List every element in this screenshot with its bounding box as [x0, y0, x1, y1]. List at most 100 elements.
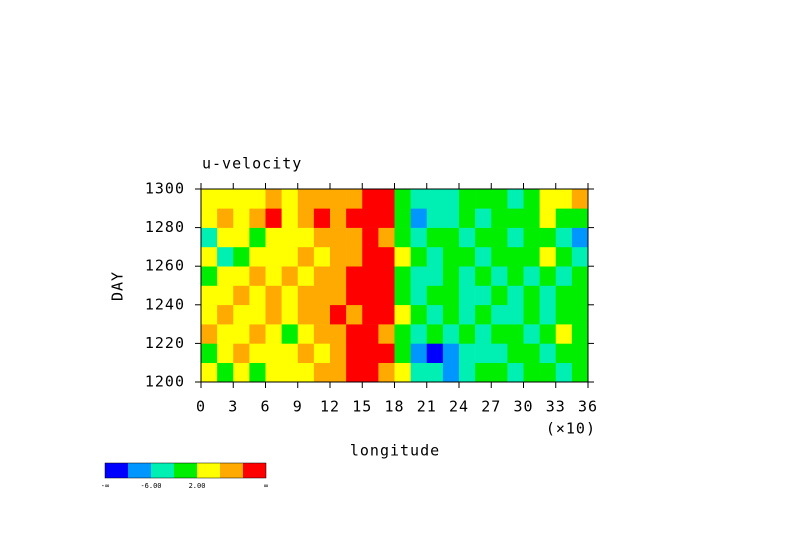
contour-cell [426, 324, 444, 344]
contour-cell [330, 189, 347, 209]
contour-cell [394, 285, 411, 306]
contour-cell [201, 343, 218, 363]
contour-cell [426, 285, 444, 306]
contour-cell [265, 208, 282, 228]
contour-cell [410, 343, 428, 363]
contour-cell [249, 227, 266, 248]
contour-cell [281, 304, 299, 325]
contour-cell [426, 266, 444, 286]
chart-title: u-velocity [202, 155, 302, 173]
contour-cell [394, 227, 411, 248]
contour-cell [442, 246, 460, 267]
contour-cell [330, 343, 347, 363]
contour-cell [539, 266, 557, 286]
contour-cell [281, 246, 299, 267]
contour-cell [491, 189, 508, 209]
contour-cell [297, 266, 315, 286]
contour-cell [459, 285, 476, 306]
contour-cell [313, 285, 331, 306]
contour-cell [475, 304, 492, 325]
contour-cell [442, 304, 460, 325]
contour-cell [201, 304, 218, 325]
contour-cell [313, 189, 331, 209]
contour-cell [201, 362, 218, 383]
contour-cell [281, 266, 299, 286]
contour-cell [201, 208, 218, 228]
contour-cell [523, 304, 540, 325]
contour-cell [217, 362, 234, 383]
y-tick-label: 1300 [145, 180, 185, 198]
contour-cell [394, 304, 411, 325]
colorbar-box [174, 463, 197, 478]
contour-cell [507, 266, 524, 286]
contour-cell [394, 266, 411, 286]
contour-cell [491, 324, 508, 344]
contour-cell [475, 266, 492, 286]
contour-cell [313, 246, 331, 267]
contour-cell [523, 227, 540, 248]
x-tick-label: 21 [417, 398, 437, 416]
contour-cell [217, 227, 234, 248]
contour-cell [571, 324, 589, 344]
contour-cell [217, 208, 234, 228]
contour-cell [571, 343, 589, 363]
contour-cell [233, 343, 250, 363]
contour-cell [281, 324, 299, 344]
contour-cell [555, 208, 573, 228]
contour-cell [539, 246, 557, 267]
contour-cell [313, 343, 331, 363]
contour-cell [475, 189, 492, 209]
x-tick-label: 24 [449, 398, 469, 416]
contour-cell [217, 246, 234, 267]
contour-cell [523, 189, 540, 209]
contour-cell [442, 343, 460, 363]
contour-cell [507, 246, 524, 267]
contour-cell [459, 304, 476, 325]
contour-cell [201, 246, 218, 267]
x-tick-label: 27 [481, 398, 501, 416]
contour-cell [233, 189, 250, 209]
contour-cell [346, 324, 363, 344]
contour-cell [233, 227, 250, 248]
contour-cell [571, 227, 589, 248]
contour-cell [378, 343, 395, 363]
colorbar-label: 2.00 [189, 482, 206, 490]
contour-cell [442, 189, 460, 209]
contour-cell [281, 227, 299, 248]
contour-cell [233, 362, 250, 383]
contour-cell [362, 362, 379, 383]
contour-cell [362, 266, 379, 286]
contour-cell [555, 343, 573, 363]
x-tick-label: 12 [320, 398, 340, 416]
contour-cell [539, 343, 557, 363]
contour-cell [507, 343, 524, 363]
x-tick-label: 9 [293, 398, 303, 416]
contour-cell [249, 246, 266, 267]
contour-cell [571, 189, 589, 209]
contour-cell [346, 285, 363, 306]
contour-cell [394, 343, 411, 363]
contour-cell [555, 304, 573, 325]
contour-cell [313, 227, 331, 248]
contour-cell [539, 285, 557, 306]
contour-cell [507, 324, 524, 344]
contour-cell [555, 285, 573, 306]
contour-cell [410, 266, 428, 286]
contour-cell [265, 304, 282, 325]
contour-cell [201, 285, 218, 306]
contour-cell [523, 246, 540, 267]
contour-cell [426, 343, 444, 363]
x-tick-label: 30 [513, 398, 533, 416]
contour-cell [394, 208, 411, 228]
contour-cell [233, 246, 250, 267]
colorbar-box [128, 463, 151, 478]
contour-cell [475, 362, 492, 383]
contour-cell [330, 362, 347, 383]
contour-cell [330, 266, 347, 286]
contour-cell [217, 189, 234, 209]
contour-cell [233, 208, 250, 228]
contour-cell [265, 189, 282, 209]
contour-cell [475, 343, 492, 363]
contour-cell [571, 304, 589, 325]
contour-cell [362, 189, 379, 209]
